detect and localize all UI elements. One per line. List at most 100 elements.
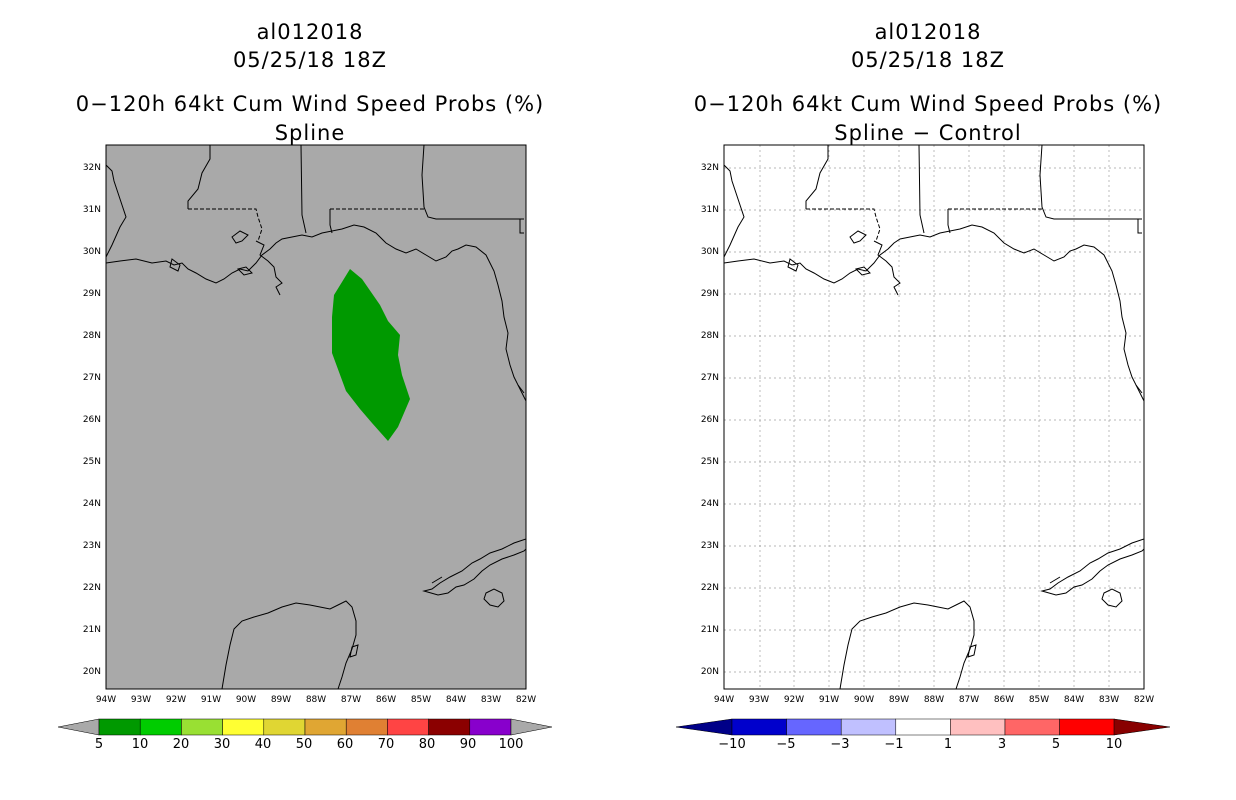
left-lon-label-82w: 82W: [515, 695, 537, 705]
left-lat-label-31n: 31N: [82, 205, 101, 215]
right-colorbar-swatch-5: [1004, 718, 1060, 736]
left-lon-label-83w: 83W: [480, 695, 502, 705]
left-lat-label-28n: 28N: [82, 331, 101, 341]
left-lat-label-24n: 24N: [82, 499, 101, 509]
right-lat-label-23n: 23N: [700, 541, 719, 551]
right-subtitle: Spline − Control: [834, 121, 1022, 145]
left-lon-label-87w: 87W: [340, 695, 362, 705]
left-storm-id: al012018: [256, 20, 364, 44]
left-map-background: [106, 145, 526, 689]
right-lat-label-24n: 24N: [700, 499, 719, 509]
right-map-frame: [723, 144, 1145, 690]
left-colorbar-label-70: 70: [377, 737, 395, 752]
left-lat-label-25n: 25N: [82, 457, 101, 467]
right-colorbar-swatch-0: [731, 718, 787, 736]
right-lon-label-93w: 93W: [748, 695, 770, 705]
left-map-frame: [105, 144, 527, 690]
left-lat-label-27n: 27N: [82, 373, 101, 383]
left-colorbar-label-10: 10: [131, 737, 149, 752]
left-map-border: [105, 144, 527, 690]
right-lon-label-87w: 87W: [958, 695, 980, 705]
right-colorbar-high-end: [1113, 718, 1171, 736]
right-lon-label-88w: 88W: [923, 695, 945, 705]
left-lon-label-90w: 90W: [235, 695, 257, 705]
left-lon-label-85w: 85W: [410, 695, 432, 705]
right-colorbar-low-end: [675, 718, 733, 736]
right-lon-label-86w: 86W: [993, 695, 1015, 705]
probability-contour-5-10: [332, 269, 410, 441]
right-lat-label-27n: 27N: [700, 373, 719, 383]
right-map-gridlines: [724, 145, 1144, 689]
right-colorbar-swatch-2: [840, 718, 897, 736]
right-colorbar-swatch-3: [895, 718, 951, 736]
right-colorbar-label-minus-3: −3: [830, 737, 850, 752]
left-colorbar-swatch-2: [181, 718, 223, 736]
right-lon-label-83w: 83W: [1098, 695, 1120, 705]
left-colorbar-label-80: 80: [418, 737, 436, 752]
left-colorbar-swatch-8: [428, 718, 471, 736]
left-lon-label-88w: 88W: [305, 695, 327, 705]
left-colorbar-label-100: 100: [498, 737, 524, 752]
right-colorbar-label-1: 1: [943, 737, 953, 752]
left-lat-label-20n: 20N: [82, 667, 101, 677]
right-lat-label-29n: 29N: [700, 289, 719, 299]
right-lat-label-21n: 21N: [700, 625, 719, 635]
right-colorbar-swatch-6: [1059, 718, 1115, 736]
left-colorbar-label-40: 40: [254, 737, 272, 752]
left-lon-label-84w: 84W: [445, 695, 467, 705]
left-colorbar-label-50: 50: [295, 737, 313, 752]
left-colorbar-swatch-0: [98, 718, 141, 736]
right-lon-label-94w: 94W: [713, 695, 735, 705]
left-colorbar-swatch-1: [139, 718, 182, 736]
left-lat-label-29n: 29N: [82, 289, 101, 299]
right-colorbar-label-minus-1: −1: [884, 737, 904, 752]
right-lon-label-82w: 82W: [1133, 695, 1155, 705]
left-colorbar-swatch-3: [222, 718, 265, 736]
left-colorbar-label-5: 5: [94, 737, 104, 752]
left-colorbar-swatch-7: [387, 718, 429, 736]
left-colorbar-swatch-4: [263, 718, 306, 736]
left-lat-label-23n: 23N: [82, 541, 101, 551]
right-colorbar-label-minus-5: −5: [776, 737, 796, 752]
left-colorbar-swatch-6: [345, 718, 388, 736]
right-colorbar-label-10: 10: [1105, 737, 1123, 752]
right-colorbar-label-5: 5: [1051, 737, 1061, 752]
left-colorbar-label-90: 90: [459, 737, 477, 752]
right-lon-label-92w: 92W: [783, 695, 805, 705]
right-product-title: 0−120h 64kt Cum Wind Speed Probs (%): [693, 92, 1163, 116]
right-lon-label-84w: 84W: [1063, 695, 1085, 705]
left-lat-label-30n: 30N: [82, 247, 101, 257]
right-lat-label-30n: 30N: [700, 247, 719, 257]
left-lat-label-26n: 26N: [82, 415, 101, 425]
left-datetime: 05/25/18 18Z: [232, 48, 388, 72]
left-colorbar-label-60: 60: [336, 737, 354, 752]
right-lat-label-31n: 31N: [700, 205, 719, 215]
right-lon-label-85w: 85W: [1028, 695, 1050, 705]
left-lon-label-92w: 92W: [165, 695, 187, 705]
right-lon-label-90w: 90W: [853, 695, 875, 705]
left-colorbar-label-20: 20: [172, 737, 190, 752]
right-lat-label-22n: 22N: [700, 583, 719, 593]
left-lon-label-86w: 86W: [375, 695, 397, 705]
left-colorbar-label-30: 30: [213, 737, 231, 752]
left-lat-label-32n: 32N: [82, 163, 101, 173]
right-lat-label-32n: 32N: [700, 163, 719, 173]
left-lon-label-91w: 91W: [200, 695, 222, 705]
right-lon-label-91w: 91W: [818, 695, 840, 705]
left-lon-label-93w: 93W: [130, 695, 152, 705]
left-colorbar-high-end: [510, 718, 553, 736]
left-lat-label-22n: 22N: [82, 583, 101, 593]
right-lat-label-20n: 20N: [700, 667, 719, 677]
left-map-clip: [106, 145, 526, 689]
right-datetime: 05/25/18 18Z: [850, 48, 1006, 72]
left-colorbar-low-end: [57, 718, 100, 736]
left-lon-label-94w: 94W: [95, 695, 117, 705]
right-colorbar-label-minus-10: −10: [718, 737, 746, 752]
left-colorbar: [57, 718, 553, 736]
right-colorbar-swatch-1: [786, 718, 842, 736]
right-lat-label-28n: 28N: [700, 331, 719, 341]
right-map-border: [723, 144, 1145, 690]
right-colorbar: [675, 718, 1171, 736]
right-lat-label-26n: 26N: [700, 415, 719, 425]
